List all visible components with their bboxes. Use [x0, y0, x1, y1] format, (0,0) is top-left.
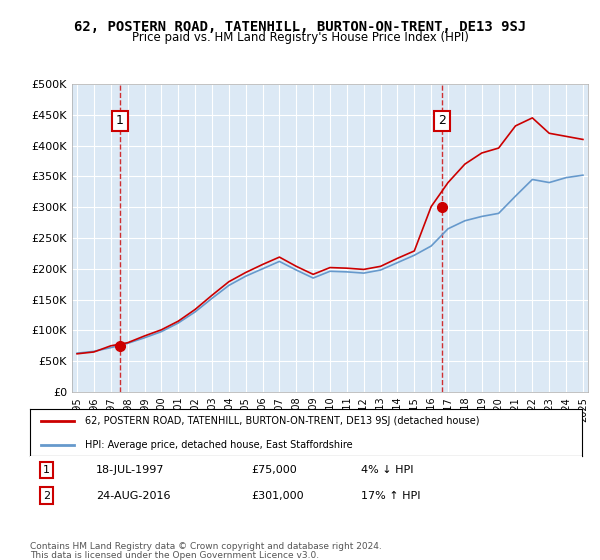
- Text: Contains HM Land Registry data © Crown copyright and database right 2024.: Contains HM Land Registry data © Crown c…: [30, 542, 382, 551]
- Text: 2: 2: [43, 491, 50, 501]
- Text: HPI: Average price, detached house, East Staffordshire: HPI: Average price, detached house, East…: [85, 440, 353, 450]
- Text: £301,000: £301,000: [251, 491, 304, 501]
- Text: 62, POSTERN ROAD, TATENHILL, BURTON-ON-TRENT, DE13 9SJ: 62, POSTERN ROAD, TATENHILL, BURTON-ON-T…: [74, 20, 526, 34]
- Text: 2: 2: [438, 114, 446, 128]
- Text: £75,000: £75,000: [251, 465, 296, 475]
- Text: 1: 1: [116, 114, 124, 128]
- Text: Price paid vs. HM Land Registry's House Price Index (HPI): Price paid vs. HM Land Registry's House …: [131, 31, 469, 44]
- Text: 18-JUL-1997: 18-JUL-1997: [96, 465, 165, 475]
- Text: 4% ↓ HPI: 4% ↓ HPI: [361, 465, 414, 475]
- Text: 17% ↑ HPI: 17% ↑ HPI: [361, 491, 421, 501]
- Text: 24-AUG-2016: 24-AUG-2016: [96, 491, 171, 501]
- Text: 62, POSTERN ROAD, TATENHILL, BURTON-ON-TRENT, DE13 9SJ (detached house): 62, POSTERN ROAD, TATENHILL, BURTON-ON-T…: [85, 416, 480, 426]
- Text: This data is licensed under the Open Government Licence v3.0.: This data is licensed under the Open Gov…: [30, 551, 319, 560]
- Text: 1: 1: [43, 465, 50, 475]
